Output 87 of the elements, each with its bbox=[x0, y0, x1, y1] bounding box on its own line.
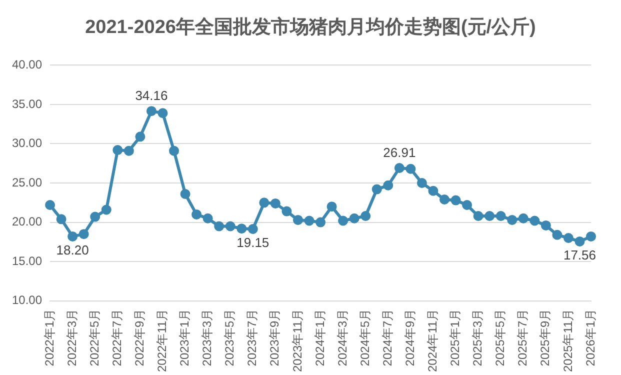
y-tick-label: 35.00 bbox=[12, 96, 42, 111]
x-tick-label: 2025年11月 bbox=[560, 308, 575, 372]
point bbox=[450, 195, 461, 206]
point bbox=[292, 214, 303, 225]
x-tick-label: 2023年3月 bbox=[200, 308, 214, 366]
data-label: 17.56 bbox=[563, 248, 596, 263]
point bbox=[586, 231, 596, 242]
y-tick-label: 10.00 bbox=[12, 293, 42, 308]
y-tick-label: 25.00 bbox=[12, 175, 42, 190]
point bbox=[45, 200, 56, 210]
point bbox=[225, 221, 236, 232]
point bbox=[360, 211, 371, 222]
point bbox=[158, 108, 168, 118]
x-tick-label: 2022年1月 bbox=[42, 308, 56, 366]
point bbox=[214, 221, 224, 232]
x-tick-label: 2024年7月 bbox=[380, 308, 394, 366]
point bbox=[101, 204, 112, 215]
x-tick-label: 2024年3月 bbox=[335, 308, 350, 366]
point bbox=[372, 184, 382, 194]
point bbox=[316, 217, 326, 228]
point bbox=[496, 211, 506, 222]
point bbox=[270, 198, 280, 208]
y-tick-label: 15.00 bbox=[12, 254, 42, 268]
point bbox=[507, 214, 518, 225]
x-tick-label: 2023年9月 bbox=[268, 308, 282, 366]
point bbox=[406, 164, 416, 174]
point bbox=[349, 213, 360, 224]
data-label: 19.15 bbox=[236, 235, 270, 250]
point bbox=[90, 212, 100, 222]
point bbox=[338, 216, 348, 226]
x-tick-label: 2025年3月 bbox=[470, 308, 485, 366]
point bbox=[462, 200, 472, 210]
x-tick-label: 2024年11月 bbox=[426, 308, 440, 372]
point bbox=[326, 202, 337, 212]
point bbox=[563, 233, 574, 244]
point bbox=[124, 146, 134, 156]
x-tick-label: 2023年5月 bbox=[222, 308, 237, 366]
x-tick-label: 2024年9月 bbox=[402, 308, 417, 366]
y-tick-label: 20.00 bbox=[12, 214, 42, 229]
x-tick-label: 2022年9月 bbox=[132, 308, 147, 366]
point bbox=[112, 145, 123, 156]
point bbox=[78, 229, 89, 240]
x-tick-label: 2023年1月 bbox=[178, 308, 192, 366]
point bbox=[416, 178, 427, 188]
x-tick-label: 2025年7月 bbox=[516, 308, 530, 366]
x-tick-label: 2026年1月 bbox=[583, 308, 598, 366]
data-label: 18.20 bbox=[56, 242, 89, 258]
point bbox=[574, 236, 585, 246]
point bbox=[552, 230, 562, 240]
x-tick-label: 2023年11月 bbox=[290, 308, 304, 372]
x-tick-label: 2024年5月 bbox=[358, 308, 372, 366]
point bbox=[484, 211, 495, 222]
chart-title: 2021-2026年全国批发市场猪肉月均价走势图(元/公斤) bbox=[84, 16, 537, 40]
x-tick-label: 2022年5月 bbox=[87, 308, 102, 366]
point bbox=[236, 224, 247, 234]
point bbox=[169, 146, 179, 156]
x-tick-label: 2022年11月 bbox=[155, 308, 170, 372]
point bbox=[248, 224, 258, 234]
x-tick-label: 2025年1月 bbox=[448, 308, 462, 366]
point bbox=[56, 214, 66, 224]
point bbox=[282, 206, 292, 216]
point bbox=[473, 211, 484, 222]
point bbox=[383, 180, 394, 190]
data-label: 26.91 bbox=[383, 145, 416, 160]
point bbox=[192, 209, 202, 220]
y-tick-label: 30.00 bbox=[12, 136, 42, 150]
point bbox=[518, 213, 528, 224]
point bbox=[146, 106, 156, 116]
data-label: 34.16 bbox=[135, 88, 168, 104]
point bbox=[135, 132, 146, 142]
point bbox=[68, 231, 78, 242]
x-tick-label: 2025年5月 bbox=[493, 308, 508, 366]
point bbox=[259, 198, 270, 208]
point bbox=[394, 163, 404, 174]
point bbox=[530, 216, 540, 226]
point bbox=[304, 216, 314, 226]
x-tick-label: 2025年9月 bbox=[538, 308, 552, 366]
point bbox=[428, 186, 438, 196]
x-tick-label: 2022年7月 bbox=[110, 308, 124, 366]
point bbox=[439, 194, 450, 205]
point bbox=[202, 213, 213, 224]
x-tick-label: 2023年7月 bbox=[245, 308, 260, 366]
x-tick-label: 2022年3月 bbox=[64, 308, 79, 366]
point bbox=[540, 220, 551, 230]
x-tick-label: 2024年1月 bbox=[312, 308, 327, 366]
point bbox=[180, 189, 190, 200]
y-tick-label: 40.00 bbox=[12, 58, 42, 72]
